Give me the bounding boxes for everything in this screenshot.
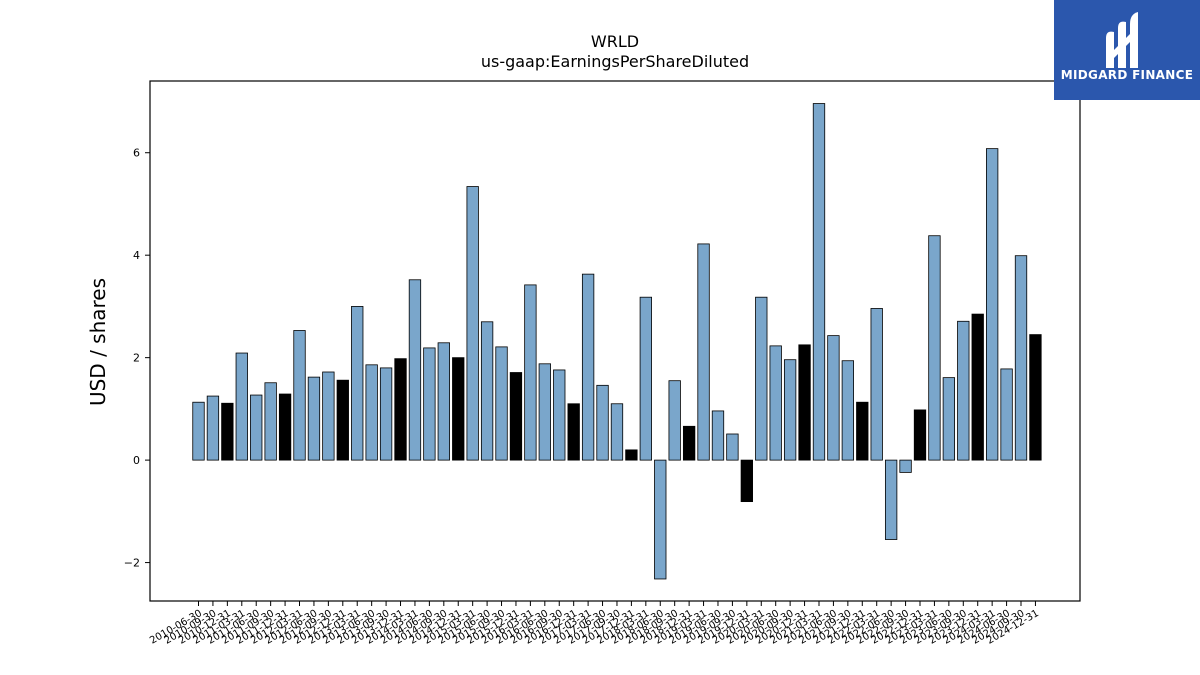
bar [192, 401, 205, 461]
bar [755, 296, 768, 461]
plot-frame [149, 80, 1081, 602]
bar [783, 359, 797, 461]
midgard-finance-logo: MIDGARD FINANCE [1054, 0, 1200, 100]
bar [466, 186, 479, 461]
bar [639, 296, 652, 461]
y-tick-label: 4 [133, 249, 140, 262]
bar [351, 306, 364, 461]
bar [235, 352, 248, 461]
y-tick-label: 6 [133, 147, 140, 160]
bar [206, 395, 220, 461]
bar [957, 320, 970, 461]
bar [654, 459, 667, 580]
bar [1029, 334, 1042, 461]
y-tick-label: 0 [133, 454, 140, 467]
bar [581, 273, 595, 461]
bar [394, 358, 407, 461]
chart-title: WRLD [590, 32, 640, 51]
bar [293, 330, 306, 461]
y-axis-label: USD / shares [86, 277, 110, 407]
logo-wordmark: MIDGARD FINANCE [1060, 68, 1194, 82]
bar [307, 376, 321, 461]
bar [408, 279, 422, 461]
bar [379, 367, 393, 461]
bar [423, 347, 436, 461]
bar [610, 403, 624, 461]
bar [495, 346, 508, 461]
bar [221, 402, 234, 461]
bar [336, 379, 349, 461]
bar [798, 344, 811, 461]
chart-subtitle: us-gaap:EarningsPerShareDiluted [480, 52, 750, 71]
y-tick-label: 2 [133, 352, 140, 365]
bar [899, 459, 912, 473]
bar [812, 103, 826, 461]
bar [682, 425, 696, 461]
bar [509, 372, 523, 461]
bar [711, 410, 725, 461]
bar [668, 380, 681, 461]
bar [769, 345, 782, 461]
bar [971, 313, 984, 461]
bar [538, 363, 551, 461]
bar [567, 403, 580, 461]
bar [928, 235, 941, 461]
bar [986, 148, 999, 461]
bar [278, 393, 292, 461]
bar [553, 369, 566, 461]
bar [726, 433, 739, 461]
bar [870, 308, 883, 461]
bar [250, 394, 263, 461]
bar [264, 382, 277, 461]
bar [596, 384, 609, 461]
bar [841, 360, 854, 461]
bar [827, 335, 840, 461]
bar [913, 409, 927, 461]
bar [740, 459, 753, 503]
bar [625, 449, 638, 461]
bar [1000, 368, 1013, 461]
bar [856, 401, 869, 461]
bar [322, 371, 335, 461]
bar [365, 364, 378, 461]
bar [452, 357, 465, 461]
bar [437, 342, 450, 461]
bar [480, 321, 494, 461]
midgard-logo-icon [1106, 12, 1138, 69]
bar [697, 243, 710, 461]
y-tick-label: −2 [124, 557, 140, 570]
bar [524, 284, 537, 461]
bar [942, 377, 956, 461]
bar [884, 459, 898, 540]
bar [1014, 255, 1028, 461]
